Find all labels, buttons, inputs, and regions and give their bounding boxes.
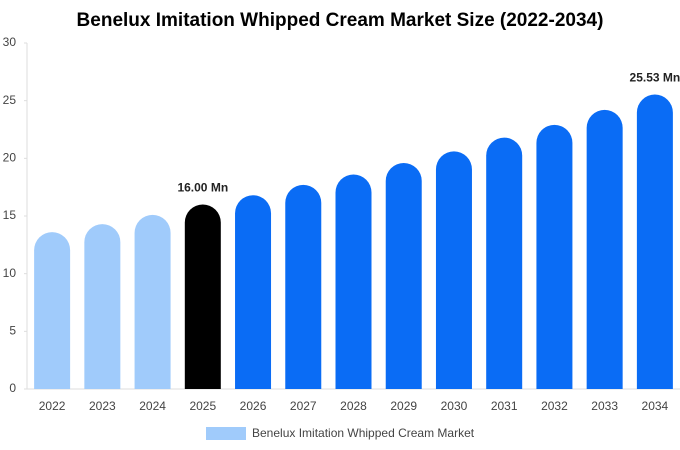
y-tick-label: 0: [9, 381, 16, 395]
bar: [184, 204, 221, 389]
bar: [84, 224, 121, 389]
y-tick-label: 15: [3, 208, 17, 222]
value-label: 25.53 Mn: [630, 71, 680, 85]
x-tick-label: 2028: [340, 399, 367, 413]
bar: [435, 151, 472, 389]
bar: [586, 109, 623, 389]
y-tick-label: 25: [3, 93, 17, 107]
x-tick-label: 2031: [491, 399, 518, 413]
x-tick-label: 2033: [591, 399, 618, 413]
bar: [285, 184, 322, 389]
legend-label: Benelux Imitation Whipped Cream Market: [252, 426, 475, 440]
y-tick-label: 5: [9, 324, 16, 338]
bar: [385, 162, 422, 389]
y-tick-label: 30: [3, 35, 17, 49]
bar: [536, 124, 573, 390]
x-tick-label: 2022: [39, 399, 66, 413]
x-tick-label: 2030: [441, 399, 468, 413]
x-tick-label: 2034: [642, 399, 669, 413]
bar: [134, 214, 171, 389]
x-tick-label: 2026: [240, 399, 267, 413]
bar: [636, 94, 673, 389]
bar: [486, 137, 523, 389]
x-tick-label: 2024: [139, 399, 166, 413]
bar: [235, 195, 272, 389]
x-tick-label: 2023: [89, 399, 116, 413]
legend-swatch: [206, 427, 246, 440]
bar: [335, 174, 372, 389]
y-tick-label: 10: [3, 266, 17, 280]
value-label: 16.00 Mn: [177, 181, 228, 195]
x-tick-label: 2027: [290, 399, 317, 413]
bar: [34, 232, 71, 389]
x-tick-label: 2032: [541, 399, 568, 413]
x-tick-label: 2025: [189, 399, 216, 413]
y-tick-label: 20: [3, 151, 17, 165]
x-tick-label: 2029: [390, 399, 417, 413]
chart-title: Benelux Imitation Whipped Cream Market S…: [77, 10, 604, 31]
